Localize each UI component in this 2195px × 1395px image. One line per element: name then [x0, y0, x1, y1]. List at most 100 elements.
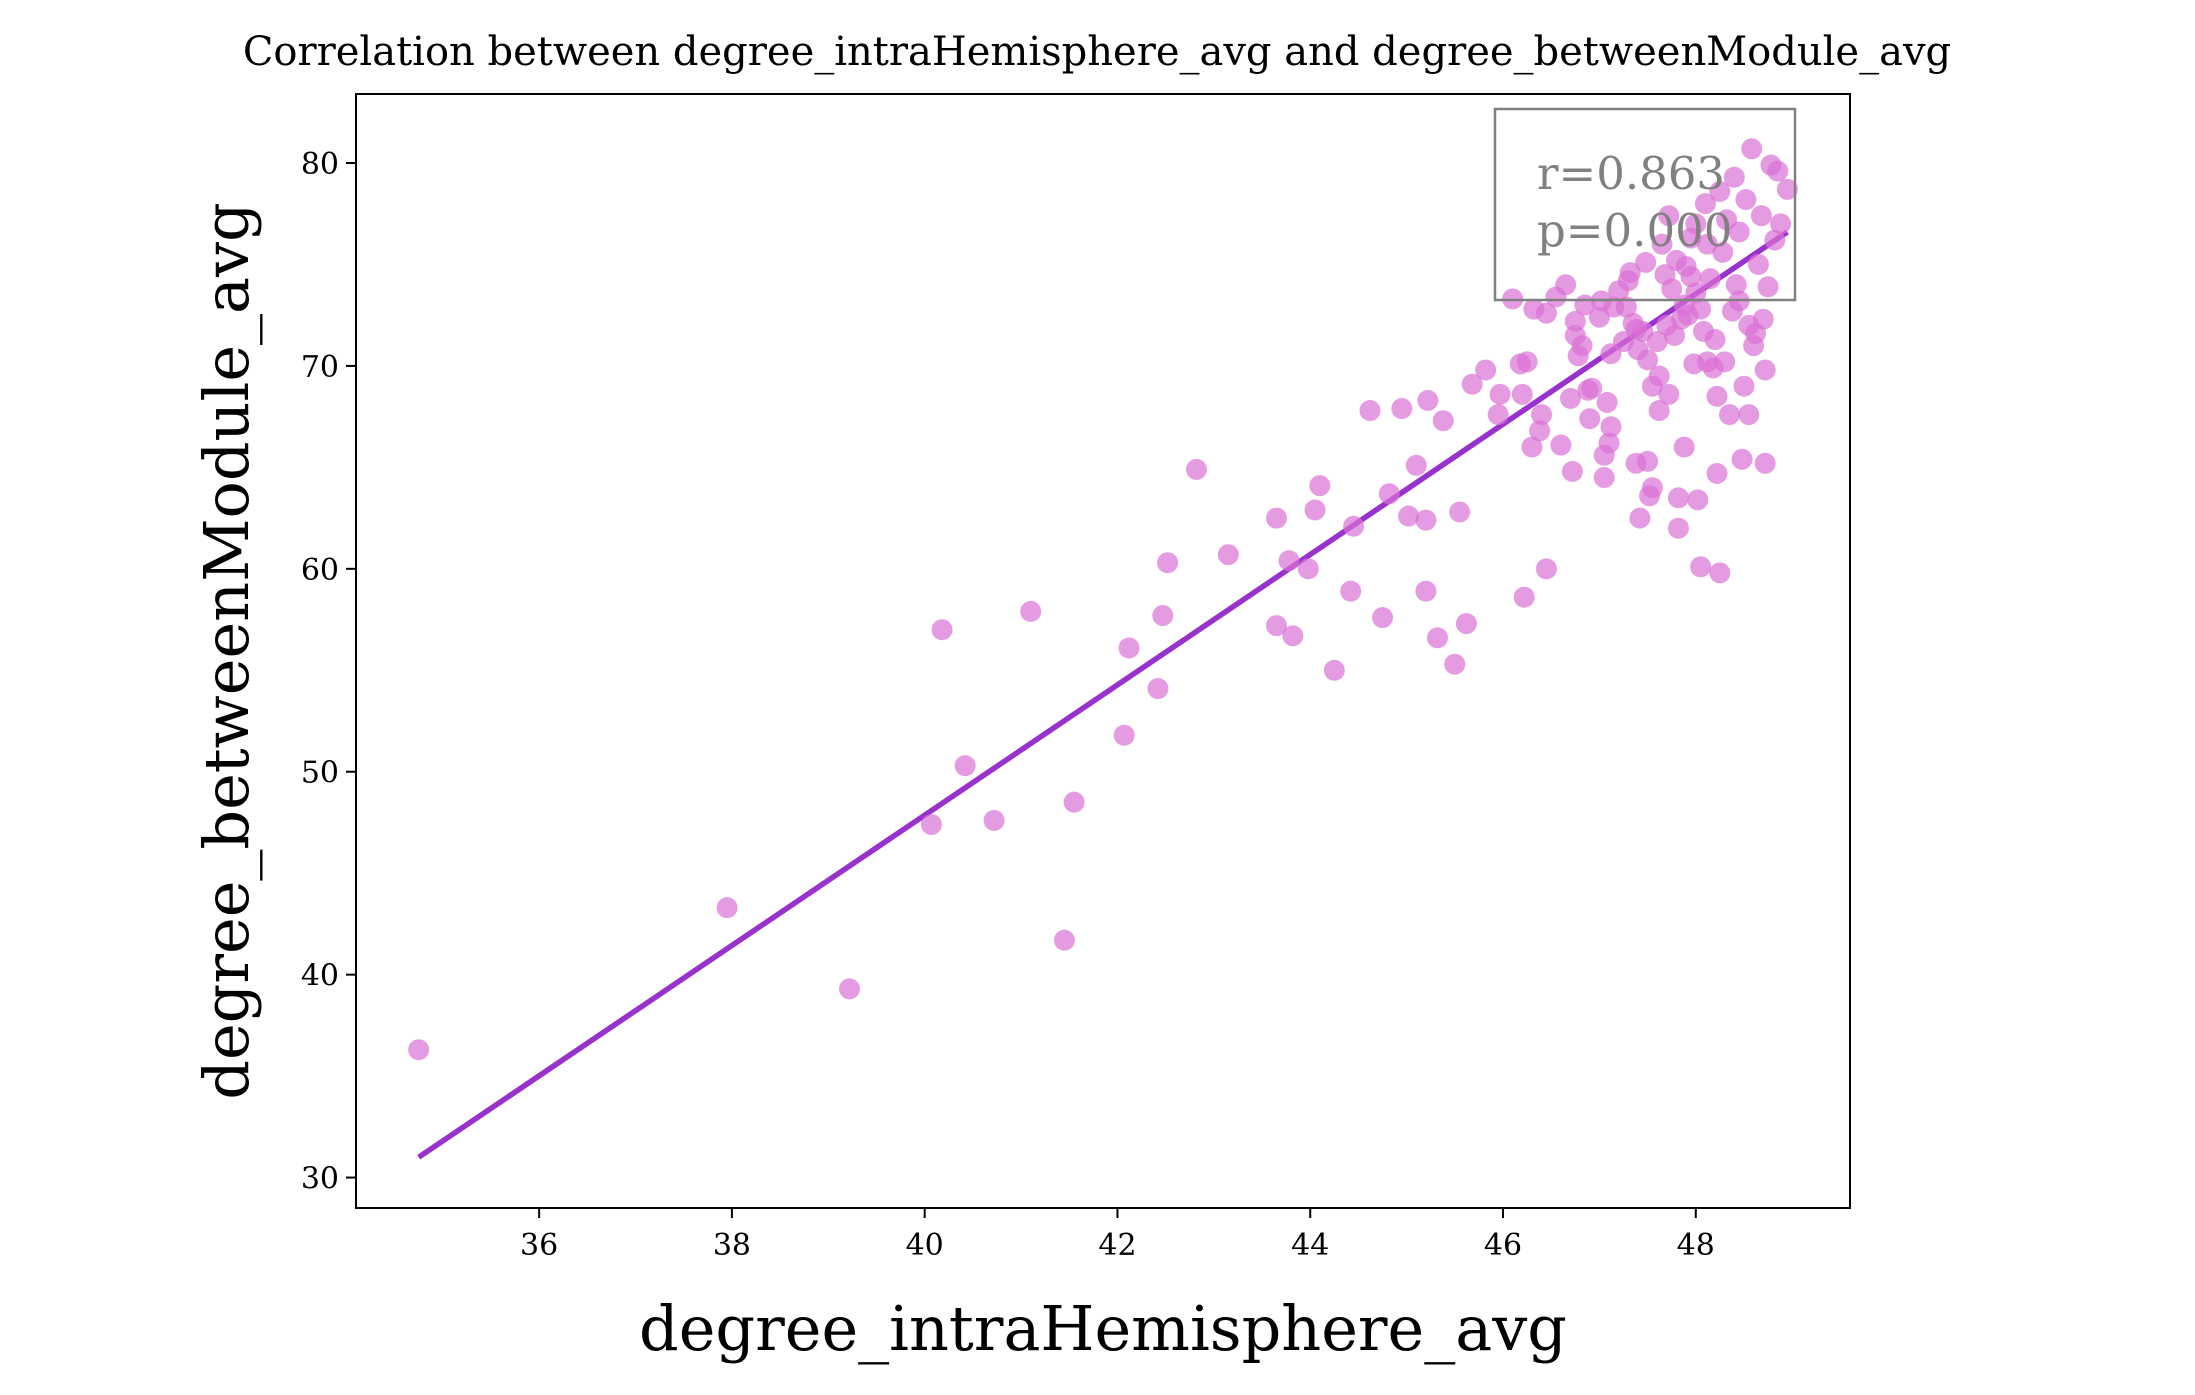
data-point	[1712, 241, 1734, 263]
data-point	[1185, 458, 1207, 480]
plot-area-frame	[355, 93, 1851, 1209]
data-point	[1661, 278, 1683, 300]
data-point	[1278, 550, 1300, 572]
data-point	[1764, 229, 1786, 251]
data-point	[1405, 454, 1427, 476]
data-point	[408, 1039, 430, 1061]
data-point	[1673, 294, 1695, 316]
data-point	[1714, 351, 1736, 373]
data-point	[1696, 233, 1718, 255]
data-point	[1615, 296, 1637, 318]
data-point	[1417, 389, 1439, 411]
data-point	[1343, 515, 1365, 537]
data-point	[1282, 625, 1304, 647]
data-point	[1571, 335, 1593, 357]
x-axis-ticks: 36 38 40 42 44 46 48	[520, 1208, 1715, 1263]
stats-box-frame	[1493, 107, 1797, 302]
data-point	[931, 619, 953, 641]
data-point	[1770, 213, 1792, 235]
data-point	[1767, 160, 1789, 182]
data-point	[1664, 324, 1686, 346]
data-point	[1378, 483, 1400, 505]
data-point	[1680, 266, 1702, 288]
data-point	[1340, 580, 1362, 602]
data-point	[1157, 552, 1179, 574]
data-point	[1323, 659, 1345, 681]
data-point	[1063, 791, 1085, 813]
data-point	[1725, 274, 1747, 296]
data-point	[1738, 404, 1760, 426]
data-point	[920, 813, 942, 835]
data-point	[1731, 448, 1753, 470]
data-point	[1152, 604, 1174, 626]
data-points	[408, 138, 1798, 1061]
data-point	[1113, 724, 1135, 746]
data-point	[1747, 253, 1769, 275]
x-tick-label: 36	[520, 1228, 558, 1263]
data-point	[1741, 138, 1763, 160]
x-axis-label: degree_intraHemisphere_avg	[639, 1292, 1567, 1365]
data-point	[1694, 193, 1716, 215]
chart-title: Correlation between degree_intraHemisphe…	[243, 29, 1951, 75]
data-point	[1690, 556, 1712, 578]
data-point	[1513, 586, 1535, 608]
y-axis-label: degree_betweenModule_avg	[190, 202, 263, 1099]
data-point	[1667, 517, 1689, 539]
data-point	[1629, 507, 1651, 529]
data-point	[1579, 408, 1601, 430]
data-point	[1304, 499, 1326, 521]
data-point	[1555, 274, 1577, 296]
data-point	[1535, 558, 1557, 580]
data-point	[1550, 434, 1572, 456]
data-point	[1706, 385, 1728, 407]
data-point	[1432, 410, 1454, 432]
data-point	[1651, 233, 1673, 255]
stat-p-value: p=0.000	[1537, 204, 1732, 257]
data-point	[1516, 351, 1538, 373]
correlation-stats-box: r=0.863 p=0.000	[1493, 107, 1797, 302]
data-point	[1391, 398, 1413, 420]
data-point	[1641, 477, 1663, 499]
data-point	[1564, 310, 1586, 332]
data-point	[1637, 349, 1659, 371]
data-point	[1581, 377, 1603, 399]
data-point	[1690, 298, 1712, 320]
data-point	[1754, 452, 1776, 474]
y-axis-ticks: 30 40 50 60 70 80	[301, 147, 356, 1197]
data-point	[1415, 509, 1437, 531]
y-tick-label: 30	[301, 1162, 339, 1197]
data-point	[1593, 467, 1615, 489]
data-point	[1455, 613, 1477, 635]
x-tick-label: 46	[1484, 1228, 1522, 1263]
data-point	[1733, 375, 1755, 397]
data-point	[1487, 404, 1509, 426]
data-point	[1635, 251, 1657, 273]
x-tick-label: 38	[713, 1228, 751, 1263]
data-point	[1619, 262, 1641, 284]
data-point	[1531, 404, 1553, 426]
data-point	[1529, 420, 1551, 442]
stat-r-value: r=0.863	[1537, 147, 1725, 200]
data-point	[1559, 387, 1581, 409]
data-point	[1521, 436, 1543, 458]
data-point	[1719, 404, 1741, 426]
data-point	[1754, 359, 1776, 381]
data-point	[1561, 460, 1583, 482]
data-point	[1475, 359, 1497, 381]
x-tick-label: 40	[906, 1228, 944, 1263]
data-point	[1687, 489, 1709, 511]
data-point	[1735, 189, 1757, 211]
data-point	[1685, 213, 1707, 235]
data-point	[1398, 505, 1420, 527]
data-point	[1359, 400, 1381, 422]
data-point	[1637, 450, 1659, 472]
data-point	[1646, 331, 1668, 353]
data-point	[1449, 501, 1471, 523]
data-point	[1776, 178, 1798, 200]
data-point	[1728, 221, 1750, 243]
data-point	[1648, 365, 1670, 387]
data-point	[1053, 929, 1075, 951]
data-point	[1699, 268, 1721, 290]
regression-layer	[417, 229, 1789, 1160]
